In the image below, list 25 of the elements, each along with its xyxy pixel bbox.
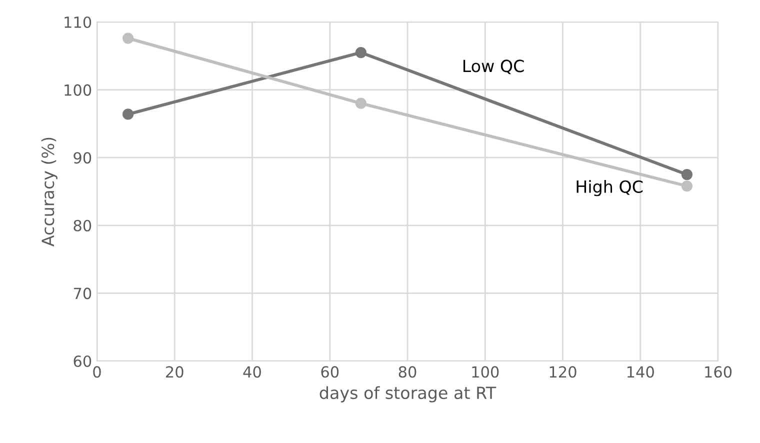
x-tick-label: 80 xyxy=(398,366,416,378)
series-label: High QC xyxy=(576,180,643,196)
point xyxy=(681,168,693,180)
y-tick-label: 60 xyxy=(74,355,92,368)
y-tick-label: 110 xyxy=(64,16,92,28)
point xyxy=(122,32,134,44)
point xyxy=(681,180,693,192)
point xyxy=(355,46,366,58)
x-tick-label: 60 xyxy=(321,366,339,378)
point xyxy=(122,108,134,120)
y-tick-label: 90 xyxy=(74,152,92,164)
x-tick-label: 140 xyxy=(627,366,654,378)
x-tick-label: 100 xyxy=(472,366,499,378)
x-axis-title: days of storage at RT xyxy=(320,386,496,402)
y-axis-title: Accuracy (%) xyxy=(41,138,58,246)
y-tick-label: 80 xyxy=(74,220,92,232)
y-tick-label: 100 xyxy=(64,84,92,96)
point xyxy=(355,98,366,109)
x-tick-label: 40 xyxy=(243,366,261,378)
x-tick-label: 160 xyxy=(705,366,732,378)
series-label: Low QC xyxy=(463,60,524,74)
x-tick-label: 120 xyxy=(550,366,576,378)
x-tick-label: 0 xyxy=(93,366,101,378)
y-tick-label: 70 xyxy=(74,288,92,300)
x-tick-label: 20 xyxy=(166,366,184,378)
